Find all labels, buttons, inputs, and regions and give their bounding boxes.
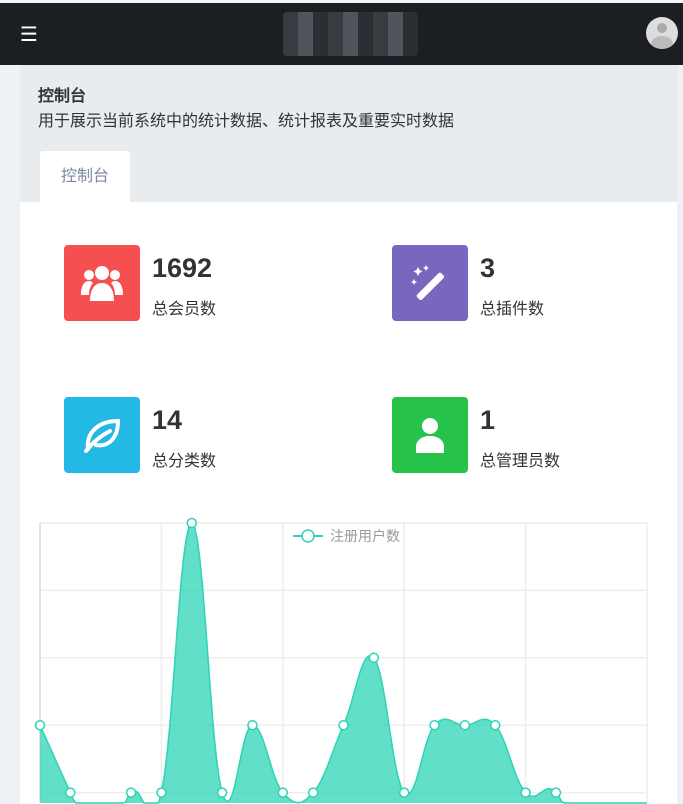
data-point [490,719,501,731]
data-point [307,787,319,798]
stat-categories: 14 总分类数 [64,397,314,473]
data-point [125,787,137,798]
data-point [520,787,531,798]
users-icon [64,245,140,321]
site-logo-blurred [283,12,418,56]
data-point [186,517,197,529]
hamburger-icon[interactable]: ☰ [20,22,38,46]
stat-value: 14 [152,405,183,435]
stat-members: 1692 总会员数 [64,245,314,321]
page-description: 用于展示当前系统中的统计数据、统计报表及重要实时数据 [38,111,455,130]
stat-label: 总插件数 [480,299,545,318]
stat-label: 总分类数 [152,451,217,470]
data-point [398,787,410,798]
data-point [34,719,46,731]
stat-admins: 1 总管理员数 [392,397,642,473]
navbar: ☰ [0,0,683,65]
page-header: 控制台 用于展示当前系统中的统计数据、统计报表及重要实时数据 控制台 [20,65,677,202]
stat-plugins: 3 总插件数 [392,245,642,321]
data-point [550,787,562,798]
stat-value: 3 [480,253,496,283]
data-point [338,719,349,731]
magic-wand-icon [392,245,468,321]
legend-marker [301,529,315,543]
data-point [156,787,167,798]
stat-label: 总会员数 [152,299,217,318]
data-point [429,719,440,731]
legend-label: 注册用户数 [330,528,400,545]
stat-value: 1 [480,405,496,435]
data-point [65,787,76,798]
data-point [277,787,289,798]
data-point [247,719,258,731]
data-point [459,719,471,731]
leaf-icon [64,397,140,473]
stat-value: 1692 [152,253,213,283]
user-avatar-icon[interactable] [646,17,678,49]
series-area [40,523,647,803]
user-icon [392,397,468,473]
tab-dashboard[interactable]: 控制台 [40,151,130,202]
data-point [216,787,228,798]
dashboard-panel: 1692 总会员数 3 总插件数 14 总分类数 1 总管理员数 [20,202,677,804]
data-point [368,652,380,664]
stat-label: 总管理员数 [480,451,561,470]
page-title: 控制台 [38,86,87,105]
